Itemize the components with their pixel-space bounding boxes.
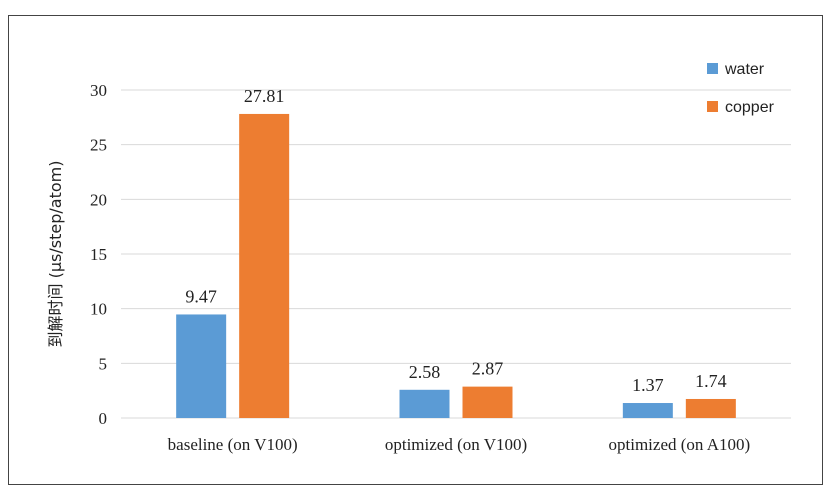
data-label-water: 1.37 [632,375,664,395]
bar-water [399,389,450,418]
legend-label-water: water [724,61,765,78]
y-tick-label: 15 [90,245,107,264]
bar-copper [239,113,290,418]
y-tick-label: 0 [99,409,108,428]
x-axis-categories: baseline (on V100) optimized (on V100) opt… [168,435,750,454]
bar-copper [685,398,736,418]
y-tick-label: 5 [99,354,108,373]
legend-swatch-copper [707,101,718,112]
y-tick-label: 20 [90,190,107,209]
bar-water [622,403,673,418]
data-label-water: 2.58 [409,362,441,382]
chart-frame: 0 5 10 15 20 25 30 9.47 27.81 2.58 2.87 1.37 1.74 b… [8,15,823,485]
data-label-copper: 27.81 [244,86,285,106]
category-label: optimized (on A100) [609,435,751,454]
y-tick-label: 30 [90,81,107,100]
bars [176,113,736,418]
grid-lines [121,89,791,419]
category-label: baseline (on V100) [168,435,298,454]
data-label-copper: 2.87 [472,359,504,379]
y-axis-label: 到解时间 (μs/step/atom) [46,161,65,348]
bar-copper [462,386,513,418]
y-tick-label: 25 [90,136,107,155]
data-label-copper: 1.74 [695,371,727,391]
bar-water [176,314,227,418]
data-label-water: 9.47 [185,286,217,306]
data-labels: 9.47 27.81 2.58 2.87 1.37 1.74 [185,86,726,395]
legend-swatch-water [707,63,718,74]
bar-chart: 0 5 10 15 20 25 30 9.47 27.81 2.58 2.87 1.37 1.74 b… [46,61,791,454]
y-axis-ticks: 0 5 10 15 20 25 30 [90,81,107,428]
legend-label-copper: copper [725,99,775,116]
y-tick-label: 10 [90,300,107,319]
legend: water copper [707,61,775,116]
category-label: optimized (on V100) [385,435,527,454]
